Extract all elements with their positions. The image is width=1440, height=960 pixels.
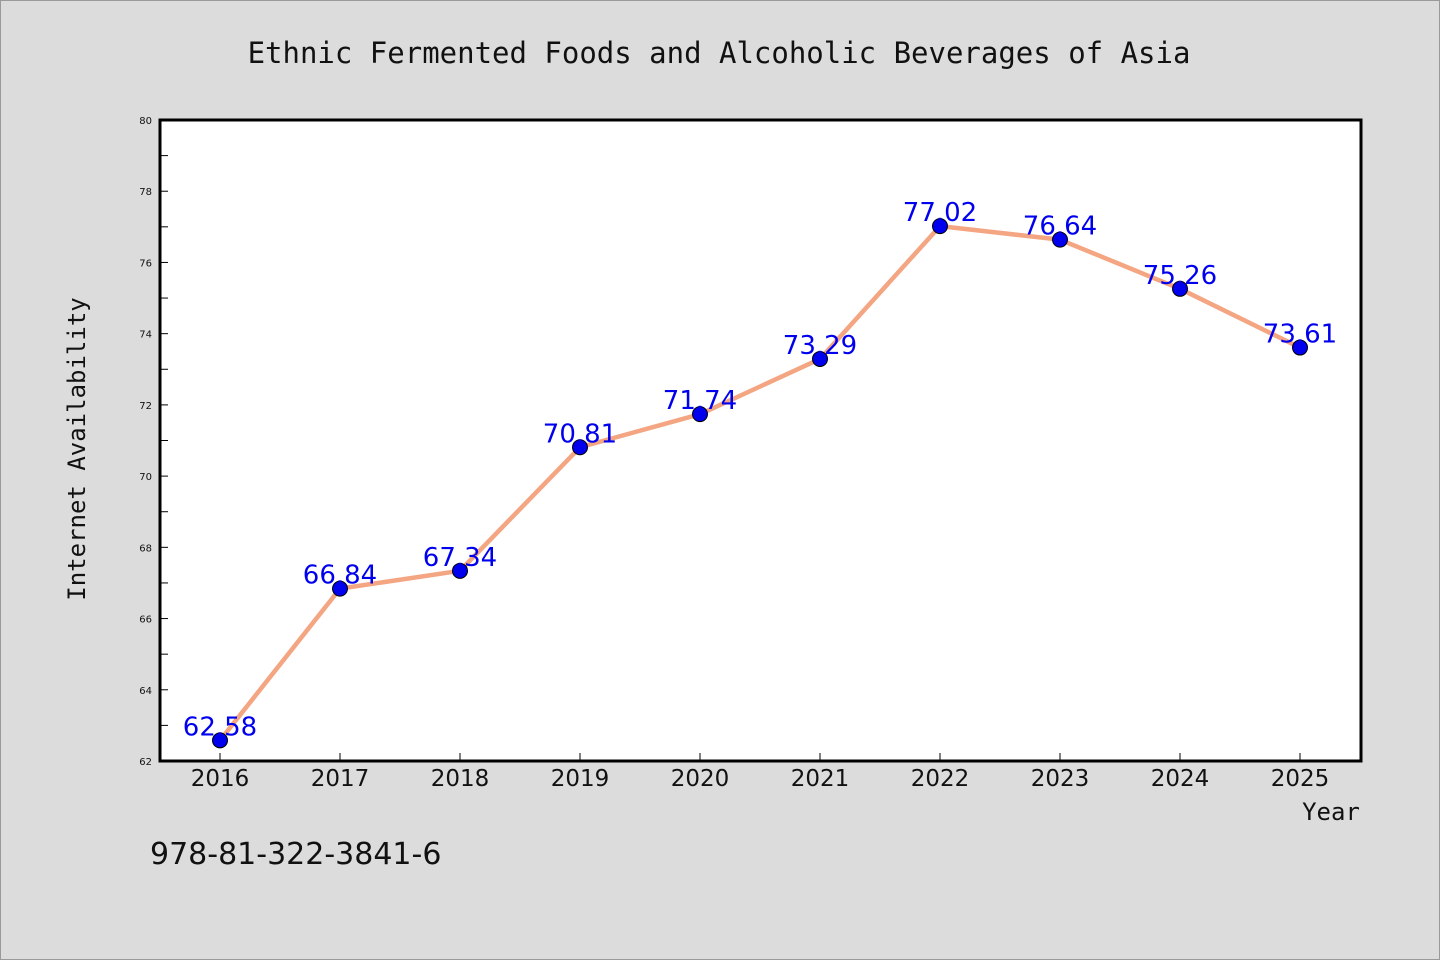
data-point bbox=[1052, 231, 1068, 248]
data-point bbox=[812, 350, 828, 367]
x-tick-label: 2022 bbox=[911, 766, 970, 792]
x-tick-label: 2023 bbox=[1031, 766, 1090, 792]
data-label: 76.64 bbox=[1023, 212, 1097, 242]
chart-title: Ethnic Fermented Foods and Alcoholic Bev… bbox=[248, 36, 1191, 70]
data-label: 71.74 bbox=[663, 386, 737, 416]
data-label: 70.81 bbox=[543, 419, 617, 449]
x-tick-label: 2020 bbox=[671, 766, 730, 792]
y-tick-label: 68 bbox=[139, 543, 152, 554]
y-axis-label: Internet Availability bbox=[63, 297, 91, 600]
data-point bbox=[332, 580, 348, 597]
data-label: 73.29 bbox=[783, 331, 857, 361]
y-axis: 62 64 66 68 70 72 74 76 78 80 bbox=[139, 116, 168, 768]
x-tick-label: 2025 bbox=[1271, 766, 1330, 792]
x-axis: 2016 2017 2018 2019 2020 2021 2022 2023 2024 2025 bbox=[191, 753, 1330, 792]
y-tick-label: 80 bbox=[139, 116, 152, 127]
data-label: 73.61 bbox=[1263, 320, 1337, 350]
y-tick-label: 70 bbox=[139, 472, 152, 483]
data-label: 66.84 bbox=[303, 561, 377, 591]
data-labels: 62.58 66.84 67.34 70.81 71.74 73.29 77.02 76.64… bbox=[183, 198, 1337, 742]
x-tick-label: 2017 bbox=[311, 766, 370, 792]
x-tick-label: 2019 bbox=[551, 766, 610, 792]
y-tick-label: 64 bbox=[139, 686, 152, 697]
data-point bbox=[572, 439, 588, 456]
x-axis-label: Year bbox=[1302, 798, 1360, 826]
series-line bbox=[217, 223, 1303, 743]
plot-area bbox=[158, 118, 1363, 763]
x-tick-label: 2018 bbox=[431, 766, 490, 792]
footer-isbn: 978-81-322-3841-6 bbox=[150, 837, 441, 872]
x-tick-label: 2016 bbox=[191, 766, 250, 792]
data-label: 77.02 bbox=[903, 198, 977, 228]
data-point bbox=[1172, 280, 1188, 297]
y-tick-label: 76 bbox=[139, 258, 152, 269]
data-point bbox=[452, 562, 468, 579]
data-point bbox=[692, 406, 708, 423]
data-label: 62.58 bbox=[183, 712, 257, 742]
y-tick-label: 78 bbox=[139, 187, 152, 198]
x-tick-label: 2021 bbox=[791, 766, 850, 792]
data-point bbox=[932, 218, 948, 235]
data-point bbox=[1292, 339, 1308, 356]
y-tick-label: 74 bbox=[139, 330, 152, 341]
data-label: 75.26 bbox=[1143, 261, 1217, 291]
y-tick-label: 66 bbox=[139, 615, 152, 626]
y-tick-label: 72 bbox=[139, 401, 152, 412]
data-label: 67.34 bbox=[423, 543, 497, 573]
x-tick-label: 2024 bbox=[1151, 766, 1210, 792]
series-layer bbox=[212, 218, 1308, 749]
y-tick-label: 62 bbox=[139, 757, 152, 768]
data-point bbox=[212, 732, 228, 749]
